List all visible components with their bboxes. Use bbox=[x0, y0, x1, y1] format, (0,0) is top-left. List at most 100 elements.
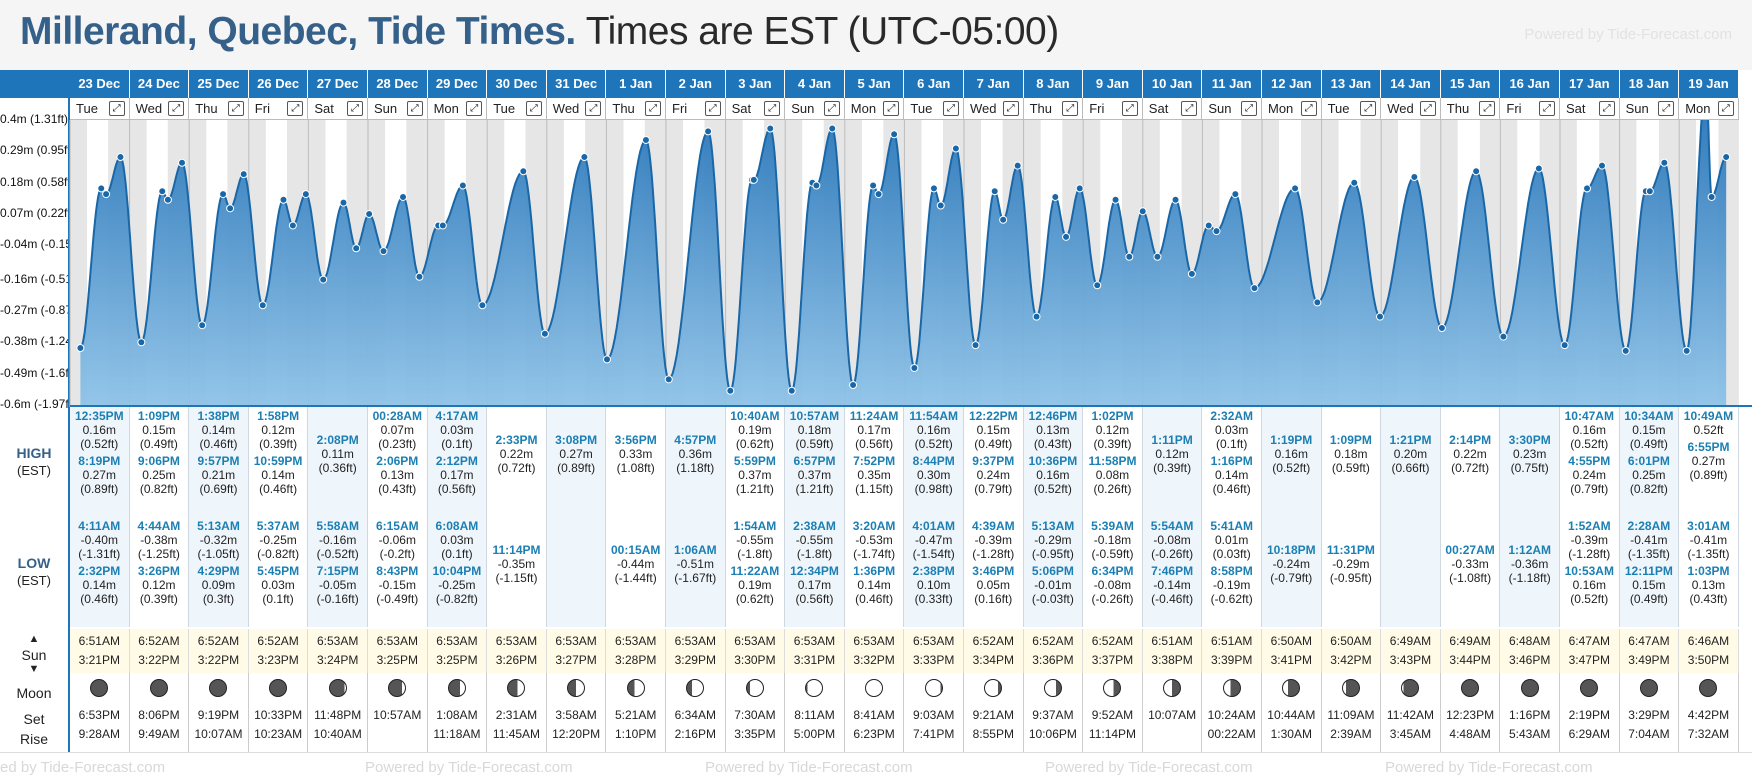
sun-cell: 6:50AM 3:41PM bbox=[1262, 629, 1322, 673]
tide-point bbox=[458, 181, 467, 190]
tide-time: 6:34PM bbox=[1091, 564, 1134, 578]
dow-label: Fri bbox=[1506, 101, 1522, 116]
expand-icon[interactable]: ⤢ bbox=[1658, 101, 1675, 116]
expand-icon[interactable]: ⤢ bbox=[764, 101, 781, 116]
expand-icon[interactable]: ⤢ bbox=[585, 101, 602, 116]
expand-icon[interactable]: ⤢ bbox=[1538, 101, 1555, 116]
date-header: 28 Dec bbox=[368, 70, 428, 98]
tide-height-ft: (0.36ft) bbox=[318, 461, 357, 475]
low-tide-cell bbox=[1381, 517, 1441, 627]
expand-icon[interactable]: ⤢ bbox=[1717, 101, 1734, 116]
dow-label: Mon bbox=[850, 101, 877, 116]
expand-icon[interactable]: ⤢ bbox=[823, 101, 840, 116]
expand-icon[interactable]: ⤢ bbox=[1240, 101, 1257, 116]
moonrise-time: 8:55PM bbox=[972, 727, 1014, 741]
sun-cell: 6:53AM 3:32PM bbox=[844, 629, 905, 673]
expand-icon[interactable]: ⤢ bbox=[525, 101, 542, 116]
expand-icon[interactable]: ⤢ bbox=[942, 101, 959, 116]
dow-label: Mon bbox=[433, 101, 459, 116]
y-tick-label: -0.49m (-1.6ft) bbox=[0, 365, 68, 380]
sun-cell: 6:49AM 3:44PM bbox=[1440, 629, 1501, 673]
sunset-time: 3:32PM bbox=[853, 653, 895, 667]
tide-point bbox=[1291, 184, 1300, 193]
tide-height-ft: (0.52ft) bbox=[1033, 482, 1072, 496]
dow-label: Fri bbox=[1089, 101, 1105, 116]
tide-height-ft: (0.75ft) bbox=[1510, 461, 1549, 475]
expand-icon[interactable]: ⤢ bbox=[1479, 101, 1496, 116]
date-header: 10 Jan bbox=[1142, 70, 1203, 98]
expand-icon[interactable]: ⤢ bbox=[1419, 101, 1436, 116]
expand-icon[interactable]: ⤢ bbox=[1181, 101, 1198, 116]
tide-height-m: -0.40m bbox=[80, 533, 118, 547]
tide-height-ft: (0.03ft) bbox=[1212, 547, 1251, 561]
expand-icon[interactable]: ⤢ bbox=[346, 101, 363, 116]
sunset-time: 3:39PM bbox=[1211, 653, 1253, 667]
sunset-time: 3:50PM bbox=[1687, 653, 1730, 667]
high-est-label: (EST) bbox=[17, 463, 51, 478]
sun-cell: 6:51AM 3:39PM bbox=[1202, 629, 1262, 673]
tide-height-ft: (-1.67ft) bbox=[674, 571, 717, 585]
tide-point bbox=[1187, 269, 1196, 278]
sun-cell: 6:53AM 3:26PM bbox=[487, 629, 547, 673]
sunset-time: 3:26PM bbox=[495, 653, 538, 667]
tide-height-ft: (0.89ft) bbox=[1689, 468, 1728, 482]
tide-point bbox=[1499, 332, 1508, 341]
expand-icon[interactable]: ⤢ bbox=[108, 101, 125, 116]
expand-icon[interactable]: ⤢ bbox=[1062, 101, 1079, 116]
sun-cell: 6:52AM 3:36PM bbox=[1023, 629, 1084, 673]
high-tide-cell: 11:24AM 0.17m (0.56ft) 7:52PM 0.35m (1.15ft) bbox=[844, 407, 905, 517]
low-tide-cell: 4:11AM -0.40m (-1.31ft) 2:32PM 0.14m (0.46ft) bbox=[70, 517, 130, 627]
expand-icon[interactable]: ⤢ bbox=[1360, 101, 1377, 116]
expand-icon[interactable]: ⤢ bbox=[644, 101, 661, 116]
expand-icon[interactable]: ⤢ bbox=[1300, 101, 1317, 116]
expand-icon[interactable]: ⤢ bbox=[704, 101, 721, 116]
sunrise-time: 6:53AM bbox=[495, 634, 538, 648]
expand-icon[interactable]: ⤢ bbox=[1121, 101, 1138, 116]
sunrise-time: 6:53AM bbox=[555, 634, 597, 648]
tide-height-m: 0.16m bbox=[1572, 578, 1606, 592]
low-tide-cell: 5:13AM -0.29m (-0.95ft) 5:06PM -0.01m (-0.03f… bbox=[1023, 517, 1084, 627]
high-tide-cell: 2:14PM 0.22m (0.72ft) bbox=[1440, 407, 1501, 517]
tide-entry: 10:53AM 0.16m (0.52ft) bbox=[1560, 564, 1619, 606]
moon-cell: 12:23PM 4:48AM bbox=[1441, 673, 1501, 753]
tide-point bbox=[116, 153, 125, 162]
moonrise-time: 5:00PM bbox=[793, 727, 836, 741]
tide-height-m: 0.17m bbox=[857, 423, 891, 437]
tide-point bbox=[890, 130, 899, 139]
tide-entry: 1:12AM -0.36m (-1.18ft) bbox=[1500, 543, 1559, 585]
tide-entry: 7:46PM -0.14m (-0.46ft) bbox=[1143, 564, 1202, 606]
tide-height-ft: (0.1ft) bbox=[1216, 437, 1248, 451]
tide-entry: 8:58PM -0.19m (-0.62ft) bbox=[1202, 564, 1261, 606]
tide-height-ft: (0.46ft) bbox=[855, 592, 894, 606]
tide-point bbox=[1013, 161, 1022, 170]
sunset-time: 3:43PM bbox=[1389, 653, 1432, 667]
tide-height-m: 0.12m bbox=[142, 578, 176, 592]
moon-phase-icon bbox=[209, 679, 228, 697]
dow-label: Mon bbox=[1685, 101, 1711, 116]
tide-height-ft: (-0.82ft) bbox=[435, 592, 478, 606]
day-of-week: Fri ⤢ bbox=[1083, 98, 1143, 120]
sun-cell: 6:52AM 3:34PM bbox=[964, 629, 1024, 673]
expand-icon[interactable]: ⤢ bbox=[1002, 101, 1019, 116]
expand-icon[interactable]: ⤢ bbox=[227, 101, 244, 116]
tide-height-ft: (0.59ft) bbox=[795, 437, 834, 451]
tide-height-m: 0.15m bbox=[142, 423, 176, 437]
tide-height-ft: (0.26ft) bbox=[1093, 482, 1132, 496]
tide-point bbox=[97, 184, 106, 193]
date-header: 18 Jan bbox=[1619, 70, 1680, 98]
tide-point bbox=[1598, 161, 1607, 170]
date-header: 19 Jan bbox=[1679, 70, 1739, 98]
tide-height-m: 0.14m bbox=[261, 468, 295, 482]
tide-height-ft: (0.82ft) bbox=[1629, 482, 1668, 496]
high-tide-cell: 12:22PM 0.15m (0.49ft) 9:37PM 0.24m (0.79ft) bbox=[964, 407, 1024, 517]
expand-icon[interactable]: ⤢ bbox=[883, 101, 900, 116]
expand-icon[interactable]: ⤢ bbox=[287, 101, 304, 116]
date-header: 27 Dec bbox=[308, 70, 368, 98]
tide-entry: 2:32PM 0.14m (0.46ft) bbox=[70, 564, 129, 606]
tide-height-ft: (0.39ft) bbox=[259, 437, 298, 451]
tide-time: 5:58AM bbox=[316, 519, 360, 533]
expand-icon[interactable]: ⤢ bbox=[1598, 101, 1615, 116]
expand-icon[interactable]: ⤢ bbox=[168, 101, 185, 116]
expand-icon[interactable]: ⤢ bbox=[466, 101, 483, 116]
expand-icon[interactable]: ⤢ bbox=[406, 101, 423, 116]
